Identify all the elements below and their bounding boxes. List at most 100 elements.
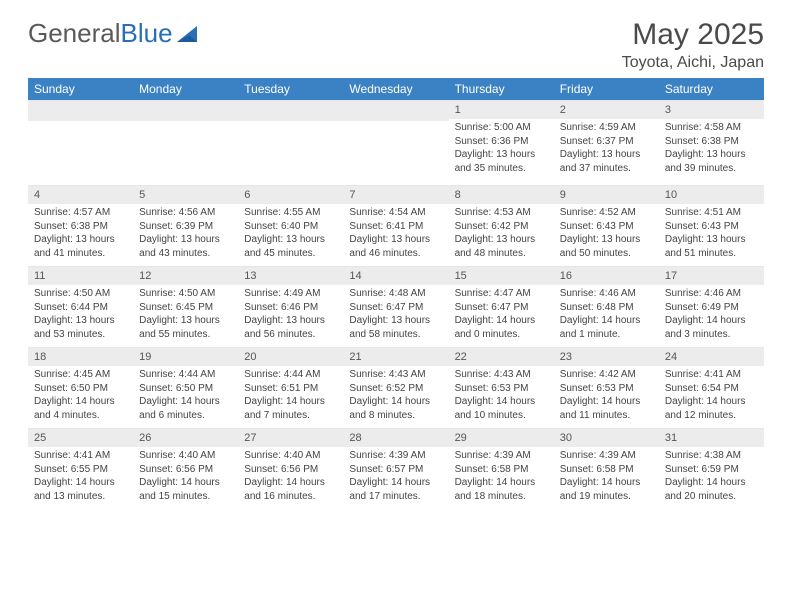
daylight-line: Daylight: 14 hours and 16 minutes.: [244, 476, 337, 503]
day-number: 10: [659, 185, 764, 204]
day-number: 13: [238, 266, 343, 285]
day-number: 27: [238, 428, 343, 447]
daylight-line: Daylight: 13 hours and 58 minutes.: [349, 314, 442, 341]
daylight-line: Daylight: 13 hours and 51 minutes.: [665, 233, 758, 260]
sunrise-line: Sunrise: 4:56 AM: [139, 206, 232, 220]
calendar-cell: 16Sunrise: 4:46 AMSunset: 6:48 PMDayligh…: [554, 266, 659, 347]
day-body: Sunrise: 4:39 AMSunset: 6:57 PMDaylight:…: [343, 447, 448, 509]
day-body: Sunrise: 4:46 AMSunset: 6:48 PMDaylight:…: [554, 285, 659, 347]
daylight-line: Daylight: 14 hours and 7 minutes.: [244, 395, 337, 422]
calendar-cell: 31Sunrise: 4:38 AMSunset: 6:59 PMDayligh…: [659, 428, 764, 509]
day-number: 11: [28, 266, 133, 285]
day-number: [238, 100, 343, 121]
sunset-line: Sunset: 6:48 PM: [560, 301, 653, 315]
calendar-week-row: 1Sunrise: 5:00 AMSunset: 6:36 PMDaylight…: [28, 100, 764, 185]
brand-name-a: General: [28, 18, 121, 49]
calendar-cell: 17Sunrise: 4:46 AMSunset: 6:49 PMDayligh…: [659, 266, 764, 347]
day-body: Sunrise: 4:42 AMSunset: 6:53 PMDaylight:…: [554, 366, 659, 428]
sunrise-line: Sunrise: 4:40 AM: [244, 449, 337, 463]
day-number: 19: [133, 347, 238, 366]
day-body: Sunrise: 4:54 AMSunset: 6:41 PMDaylight:…: [343, 204, 448, 266]
weekday-header: Saturday: [659, 78, 764, 100]
sunrise-line: Sunrise: 4:49 AM: [244, 287, 337, 301]
weekday-header-row: Sunday Monday Tuesday Wednesday Thursday…: [28, 78, 764, 100]
daylight-line: Daylight: 13 hours and 41 minutes.: [34, 233, 127, 260]
sunrise-line: Sunrise: 4:39 AM: [349, 449, 442, 463]
sunset-line: Sunset: 6:56 PM: [139, 463, 232, 477]
daylight-line: Daylight: 14 hours and 19 minutes.: [560, 476, 653, 503]
calendar-week-row: 4Sunrise: 4:57 AMSunset: 6:38 PMDaylight…: [28, 185, 764, 266]
calendar-cell: 3Sunrise: 4:58 AMSunset: 6:38 PMDaylight…: [659, 100, 764, 185]
weekday-header: Thursday: [449, 78, 554, 100]
sunset-line: Sunset: 6:43 PM: [560, 220, 653, 234]
sunset-line: Sunset: 6:38 PM: [34, 220, 127, 234]
day-body: Sunrise: 4:41 AMSunset: 6:55 PMDaylight:…: [28, 447, 133, 509]
sunset-line: Sunset: 6:45 PM: [139, 301, 232, 315]
calendar-cell: 20Sunrise: 4:44 AMSunset: 6:51 PMDayligh…: [238, 347, 343, 428]
calendar-cell: 15Sunrise: 4:47 AMSunset: 6:47 PMDayligh…: [449, 266, 554, 347]
sunrise-line: Sunrise: 4:44 AM: [244, 368, 337, 382]
day-body: Sunrise: 4:43 AMSunset: 6:52 PMDaylight:…: [343, 366, 448, 428]
sunrise-line: Sunrise: 4:38 AM: [665, 449, 758, 463]
sunrise-line: Sunrise: 4:40 AM: [139, 449, 232, 463]
day-body: Sunrise: 4:50 AMSunset: 6:45 PMDaylight:…: [133, 285, 238, 347]
day-body: Sunrise: 4:41 AMSunset: 6:54 PMDaylight:…: [659, 366, 764, 428]
calendar-week-row: 18Sunrise: 4:45 AMSunset: 6:50 PMDayligh…: [28, 347, 764, 428]
day-body: Sunrise: 4:40 AMSunset: 6:56 PMDaylight:…: [133, 447, 238, 509]
sunrise-line: Sunrise: 4:54 AM: [349, 206, 442, 220]
daylight-line: Daylight: 14 hours and 3 minutes.: [665, 314, 758, 341]
calendar-cell: 5Sunrise: 4:56 AMSunset: 6:39 PMDaylight…: [133, 185, 238, 266]
daylight-line: Daylight: 13 hours and 55 minutes.: [139, 314, 232, 341]
sunset-line: Sunset: 6:40 PM: [244, 220, 337, 234]
daylight-line: Daylight: 14 hours and 6 minutes.: [139, 395, 232, 422]
sunrise-line: Sunrise: 4:52 AM: [560, 206, 653, 220]
sunrise-line: Sunrise: 5:00 AM: [455, 121, 548, 135]
daylight-line: Daylight: 14 hours and 0 minutes.: [455, 314, 548, 341]
day-body: Sunrise: 4:43 AMSunset: 6:53 PMDaylight:…: [449, 366, 554, 428]
calendar-cell: 24Sunrise: 4:41 AMSunset: 6:54 PMDayligh…: [659, 347, 764, 428]
day-body: Sunrise: 4:39 AMSunset: 6:58 PMDaylight:…: [449, 447, 554, 509]
calendar-cell: 9Sunrise: 4:52 AMSunset: 6:43 PMDaylight…: [554, 185, 659, 266]
sunset-line: Sunset: 6:56 PM: [244, 463, 337, 477]
day-body: Sunrise: 5:00 AMSunset: 6:36 PMDaylight:…: [449, 119, 554, 181]
sunrise-line: Sunrise: 4:53 AM: [455, 206, 548, 220]
sunset-line: Sunset: 6:52 PM: [349, 382, 442, 396]
day-number: 21: [343, 347, 448, 366]
sunset-line: Sunset: 6:44 PM: [34, 301, 127, 315]
calendar-week-row: 25Sunrise: 4:41 AMSunset: 6:55 PMDayligh…: [28, 428, 764, 509]
sunset-line: Sunset: 6:47 PM: [349, 301, 442, 315]
calendar-cell: [343, 100, 448, 185]
calendar-cell: 30Sunrise: 4:39 AMSunset: 6:58 PMDayligh…: [554, 428, 659, 509]
calendar-cell: 27 Sunrise: 4:40 AMSunset: 6:56 PMDayligh…: [238, 428, 343, 509]
brand-name-b: Blue: [121, 18, 173, 49]
sunset-line: Sunset: 6:39 PM: [139, 220, 232, 234]
calendar-cell: 29Sunrise: 4:39 AMSunset: 6:58 PMDayligh…: [449, 428, 554, 509]
day-number: 20: [238, 347, 343, 366]
day-body: [238, 121, 343, 185]
sunset-line: Sunset: 6:57 PM: [349, 463, 442, 477]
calendar-cell: 19Sunrise: 4:44 AMSunset: 6:50 PMDayligh…: [133, 347, 238, 428]
calendar-cell: 13Sunrise: 4:49 AMSunset: 6:46 PMDayligh…: [238, 266, 343, 347]
day-body: Sunrise: 4:55 AMSunset: 6:40 PMDaylight:…: [238, 204, 343, 266]
sunset-line: Sunset: 6:50 PM: [34, 382, 127, 396]
day-body: Sunrise: 4:58 AMSunset: 6:38 PMDaylight:…: [659, 119, 764, 181]
sunrise-line: Sunrise: 4:48 AM: [349, 287, 442, 301]
calendar-cell: 23Sunrise: 4:42 AMSunset: 6:53 PMDayligh…: [554, 347, 659, 428]
day-body: [28, 121, 133, 185]
brand-logo: GeneralBlue: [28, 18, 201, 49]
calendar-cell: 22Sunrise: 4:43 AMSunset: 6:53 PMDayligh…: [449, 347, 554, 428]
sunset-line: Sunset: 6:38 PM: [665, 135, 758, 149]
sunrise-line: Sunrise: 4:51 AM: [665, 206, 758, 220]
day-body: Sunrise: 4:51 AMSunset: 6:43 PMDaylight:…: [659, 204, 764, 266]
calendar-cell: 10Sunrise: 4:51 AMSunset: 6:43 PMDayligh…: [659, 185, 764, 266]
day-body: Sunrise: 4:44 AMSunset: 6:51 PMDaylight:…: [238, 366, 343, 428]
day-number: 17: [659, 266, 764, 285]
header-bar: GeneralBlue May 2025 Toyota, Aichi, Japa…: [28, 18, 764, 72]
day-body: Sunrise: 4:57 AMSunset: 6:38 PMDaylight:…: [28, 204, 133, 266]
sunset-line: Sunset: 6:53 PM: [560, 382, 653, 396]
sunset-line: Sunset: 6:58 PM: [455, 463, 548, 477]
day-number: 16: [554, 266, 659, 285]
calendar-cell: 18Sunrise: 4:45 AMSunset: 6:50 PMDayligh…: [28, 347, 133, 428]
sunrise-line: Sunrise: 4:41 AM: [665, 368, 758, 382]
weekday-header: Monday: [133, 78, 238, 100]
